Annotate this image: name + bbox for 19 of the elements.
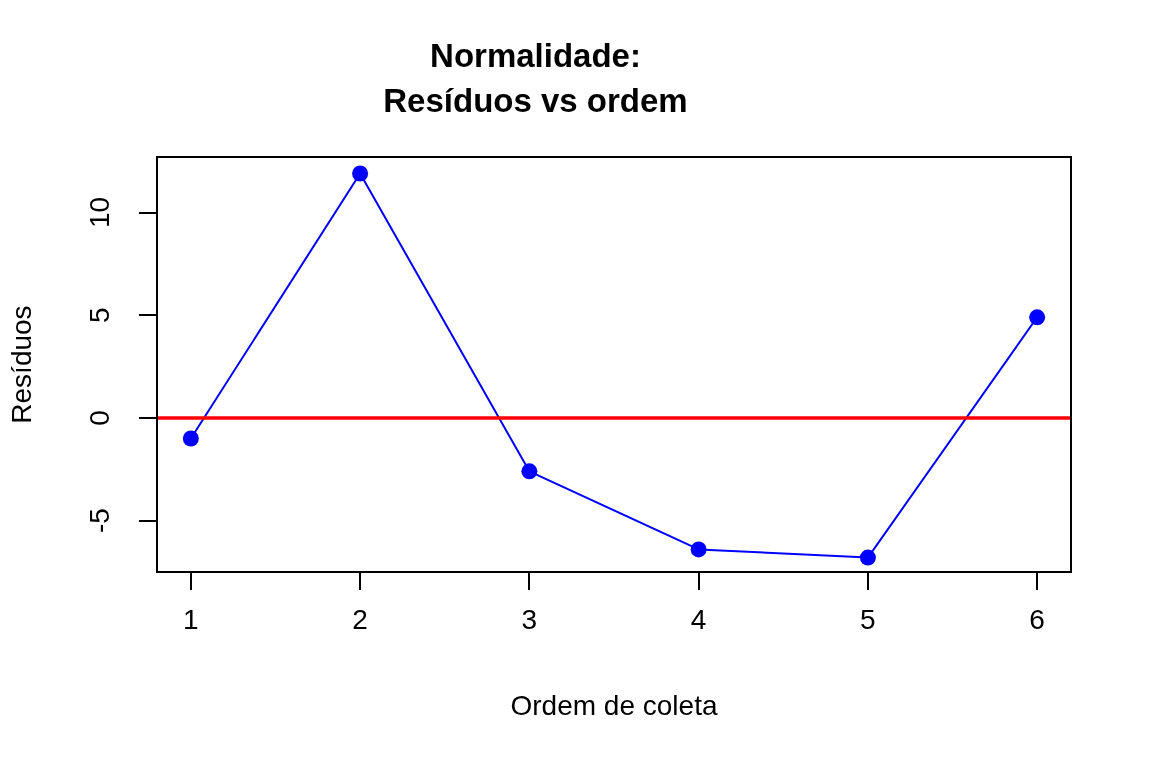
- x-tick-label: 5: [860, 603, 876, 635]
- point: [352, 165, 369, 182]
- chart-title: Normalidade: Resíduos vs ordem: [383, 36, 688, 120]
- point: [859, 549, 876, 566]
- x-axis-title: Ordem de coleta: [510, 689, 718, 721]
- point: [1029, 309, 1046, 326]
- y-tick-label: 0: [84, 410, 116, 426]
- y-tick-label: -5: [84, 508, 116, 534]
- x-tick-label: 6: [1029, 603, 1045, 635]
- x-tick-label: 1: [183, 603, 199, 635]
- point: [182, 430, 199, 447]
- y-tick-label: 5: [84, 307, 116, 324]
- x-tick-label: 2: [352, 603, 368, 635]
- point: [690, 541, 707, 558]
- x-tick-label: 3: [521, 603, 538, 635]
- y-tick-label: 10: [84, 196, 116, 229]
- x-tick-label: 4: [690, 603, 707, 635]
- point: [521, 463, 538, 480]
- y-axis-title: Resíduos: [5, 305, 37, 424]
